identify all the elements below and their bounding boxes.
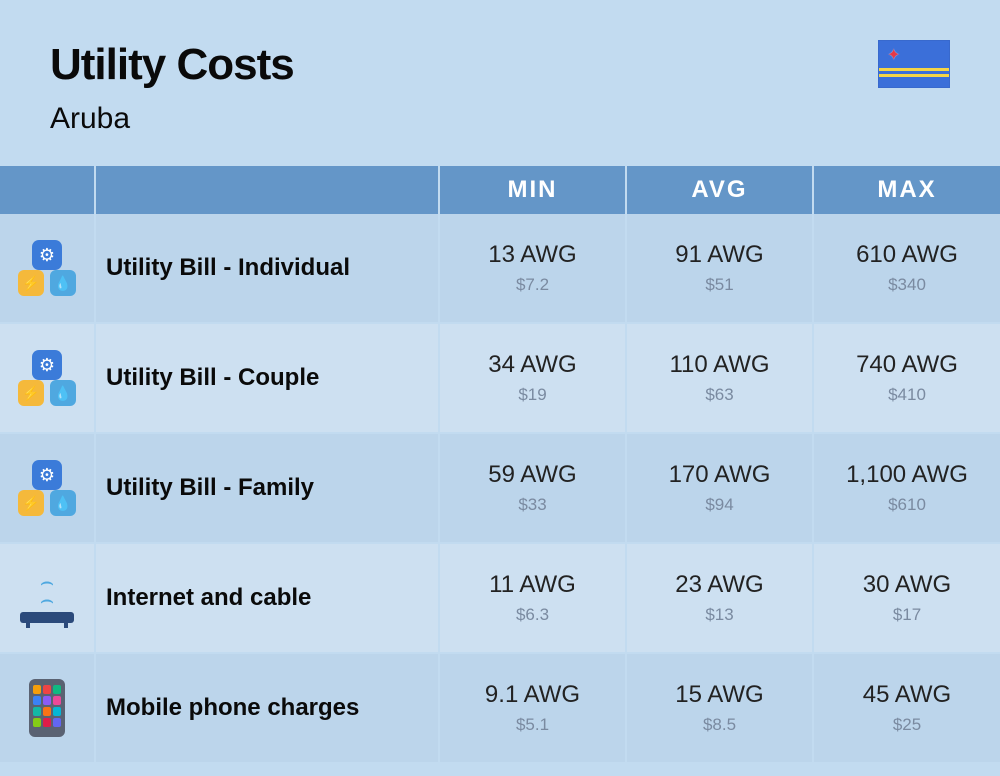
avg-cell: 110 AWG $63 xyxy=(627,324,814,434)
row-label: Utility Bill - Couple xyxy=(96,324,440,434)
gear-icon xyxy=(32,240,62,270)
plug-icon: ⚡ xyxy=(18,270,44,296)
header-text: Utility Costs Aruba xyxy=(50,40,294,136)
max-cell: 45 AWG $25 xyxy=(814,654,1000,764)
page-subtitle: Aruba xyxy=(50,102,294,136)
utility-bill-icon: ⚡💧 xyxy=(18,460,76,516)
icon-cell: ⚡💧 xyxy=(0,324,96,434)
icon-cell xyxy=(0,654,96,764)
avg-usd: $63 xyxy=(705,385,733,405)
min-usd: $6.3 xyxy=(516,605,549,625)
col-min-header: MIN xyxy=(440,166,627,214)
min-local: 9.1 AWG xyxy=(485,681,580,709)
min-cell: 59 AWG $33 xyxy=(440,434,627,544)
max-usd: $610 xyxy=(888,495,926,515)
aruba-flag-icon: ✦ xyxy=(878,40,950,88)
header: Utility Costs Aruba ✦ xyxy=(0,0,1000,166)
icon-cell: ⌢⌢ xyxy=(0,544,96,654)
max-cell: 610 AWG $340 xyxy=(814,214,1000,324)
water-icon: 💧 xyxy=(50,380,76,406)
col-label-header xyxy=(96,166,440,214)
utility-bill-icon: ⚡💧 xyxy=(18,240,76,296)
gear-icon xyxy=(32,350,62,380)
row-label: Utility Bill - Family xyxy=(96,434,440,544)
water-icon: 💧 xyxy=(50,270,76,296)
max-usd: $17 xyxy=(893,605,921,625)
router-box-icon xyxy=(20,612,74,623)
table-body: ⚡💧Utility Bill - Individual13 AWG$7.291 … xyxy=(0,214,1000,764)
plug-icon: ⚡ xyxy=(18,490,44,516)
min-cell: 34 AWG $19 xyxy=(440,324,627,434)
min-local: 13 AWG xyxy=(488,241,576,269)
min-local: 11 AWG xyxy=(489,571,576,599)
avg-local: 15 AWG xyxy=(675,681,763,709)
col-avg-header: AVG xyxy=(627,166,814,214)
page-title: Utility Costs xyxy=(50,40,294,90)
table-header: MIN AVG MAX xyxy=(0,166,1000,214)
max-cell: 30 AWG $17 xyxy=(814,544,1000,654)
avg-local: 23 AWG xyxy=(675,571,763,599)
table-row: ⚡💧 Utility Bill - Family 59 AWG $33 170 AWG $… xyxy=(0,434,1000,544)
row-label: Internet and cable xyxy=(96,544,440,654)
min-usd: $5.1 xyxy=(516,715,549,735)
max-cell: 1,100 AWG $610 xyxy=(814,434,1000,544)
max-local: 610 AWG xyxy=(856,241,958,269)
min-cell: 13 AWG $7.2 xyxy=(440,214,627,324)
max-usd: $25 xyxy=(893,715,921,735)
min-usd: $33 xyxy=(518,495,546,515)
gear-icon xyxy=(32,460,62,490)
avg-cell: 170 AWG $94 xyxy=(627,434,814,544)
avg-cell: 15 AWG $8.5 xyxy=(627,654,814,764)
utility-costs-table: MIN AVG MAX ⚡💧Utility Bill - Individual1… xyxy=(0,166,1000,764)
avg-usd: $51 xyxy=(705,275,733,295)
avg-local: 110 AWG xyxy=(669,351,769,379)
avg-usd: $13 xyxy=(705,605,733,625)
max-usd: $410 xyxy=(888,385,926,405)
wifi-icon: ⌢⌢ xyxy=(40,573,54,608)
avg-cell: 23 AWG $13 xyxy=(627,544,814,654)
table-row: ⚡💧 Utility Bill - Couple 34 AWG $19 110 AWG $… xyxy=(0,324,1000,434)
max-usd: $340 xyxy=(888,275,926,295)
min-cell: 9.1 AWG $5.1 xyxy=(440,654,627,764)
min-cell: 11 AWG $6.3 xyxy=(440,544,627,654)
water-icon: 💧 xyxy=(50,490,76,516)
row-label: Mobile phone charges xyxy=(96,654,440,764)
min-usd: $19 xyxy=(518,385,546,405)
max-local: 30 AWG xyxy=(863,571,951,599)
max-local: 740 AWG xyxy=(856,351,958,379)
min-local: 34 AWG xyxy=(488,351,576,379)
max-local: 45 AWG xyxy=(863,681,951,709)
avg-local: 91 AWG xyxy=(675,241,763,269)
table-row: ⚡💧 Utility Bill - Individual 13 AWG $7.2 91 … xyxy=(0,214,1000,324)
col-max-header: MAX xyxy=(814,166,1000,214)
min-local: 59 AWG xyxy=(488,461,576,489)
router-icon: ⌢⌢ xyxy=(18,573,76,623)
avg-cell: 91 AWG $51 xyxy=(627,214,814,324)
table-row: ⌢⌢ Internet and cable 11 AWG $6.3 23 AWG $13 3… xyxy=(0,544,1000,654)
plug-icon: ⚡ xyxy=(18,380,44,406)
col-icon-header xyxy=(0,166,96,214)
max-cell: 740 AWG $410 xyxy=(814,324,1000,434)
avg-local: 170 AWG xyxy=(669,461,771,489)
avg-usd: $94 xyxy=(705,495,733,515)
icon-cell: ⚡💧 xyxy=(0,434,96,544)
table-row: Mobile phone charges 9.1 AWG $5.1 15 AWG $8.… xyxy=(0,654,1000,764)
min-usd: $7.2 xyxy=(516,275,549,295)
max-local: 1,100 AWG xyxy=(846,461,968,489)
flag-star-icon: ✦ xyxy=(887,48,900,64)
phone-icon xyxy=(29,679,65,737)
utility-bill-icon: ⚡💧 xyxy=(18,350,76,406)
avg-usd: $8.5 xyxy=(703,715,736,735)
row-label: Utility Bill - Individual xyxy=(96,214,440,324)
icon-cell: ⚡💧 xyxy=(0,214,96,324)
